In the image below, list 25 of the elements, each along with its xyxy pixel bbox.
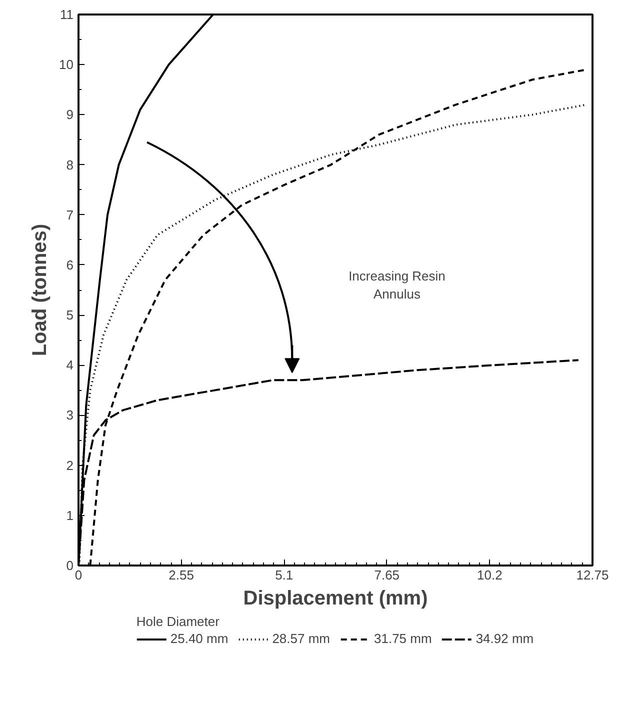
x-axis-title: Displacement (mm) <box>243 588 428 610</box>
y-tick-label: 2 <box>66 458 74 473</box>
y-tick-label: 4 <box>66 358 74 373</box>
y-tick-label: 6 <box>66 257 74 272</box>
y-tick-label: 1 <box>66 508 74 523</box>
y-tick-label: 3 <box>66 408 74 423</box>
x-tick-label: 2.55 <box>168 568 194 582</box>
legend-label: 34.92 mm <box>476 631 534 646</box>
legend-title: Hole Diameter <box>136 614 220 629</box>
y-tick-label: 7 <box>66 207 74 222</box>
legend-label: 25.40 mm <box>170 631 228 646</box>
y-tick-label: 10 <box>59 57 74 72</box>
legend-label: 31.75 mm <box>374 631 432 646</box>
x-tick-label: 12.75 <box>576 568 609 582</box>
y-tick-label: 0 <box>66 558 74 573</box>
x-tick-label: 5.1 <box>275 568 294 582</box>
y-tick-label: 8 <box>66 157 74 172</box>
legend-label: 28.57 mm <box>272 631 330 646</box>
annotation: Increasing Resin Annulus <box>348 268 446 302</box>
x-tick-label: 7.65 <box>374 568 400 582</box>
y-axis-title: Load (tonnes) <box>29 224 52 356</box>
y-tick-label: 11 <box>60 7 74 22</box>
y-tick-label: 9 <box>66 107 74 122</box>
y-tick-label: 5 <box>66 308 74 323</box>
x-tick-label: 10.2 <box>477 568 502 582</box>
